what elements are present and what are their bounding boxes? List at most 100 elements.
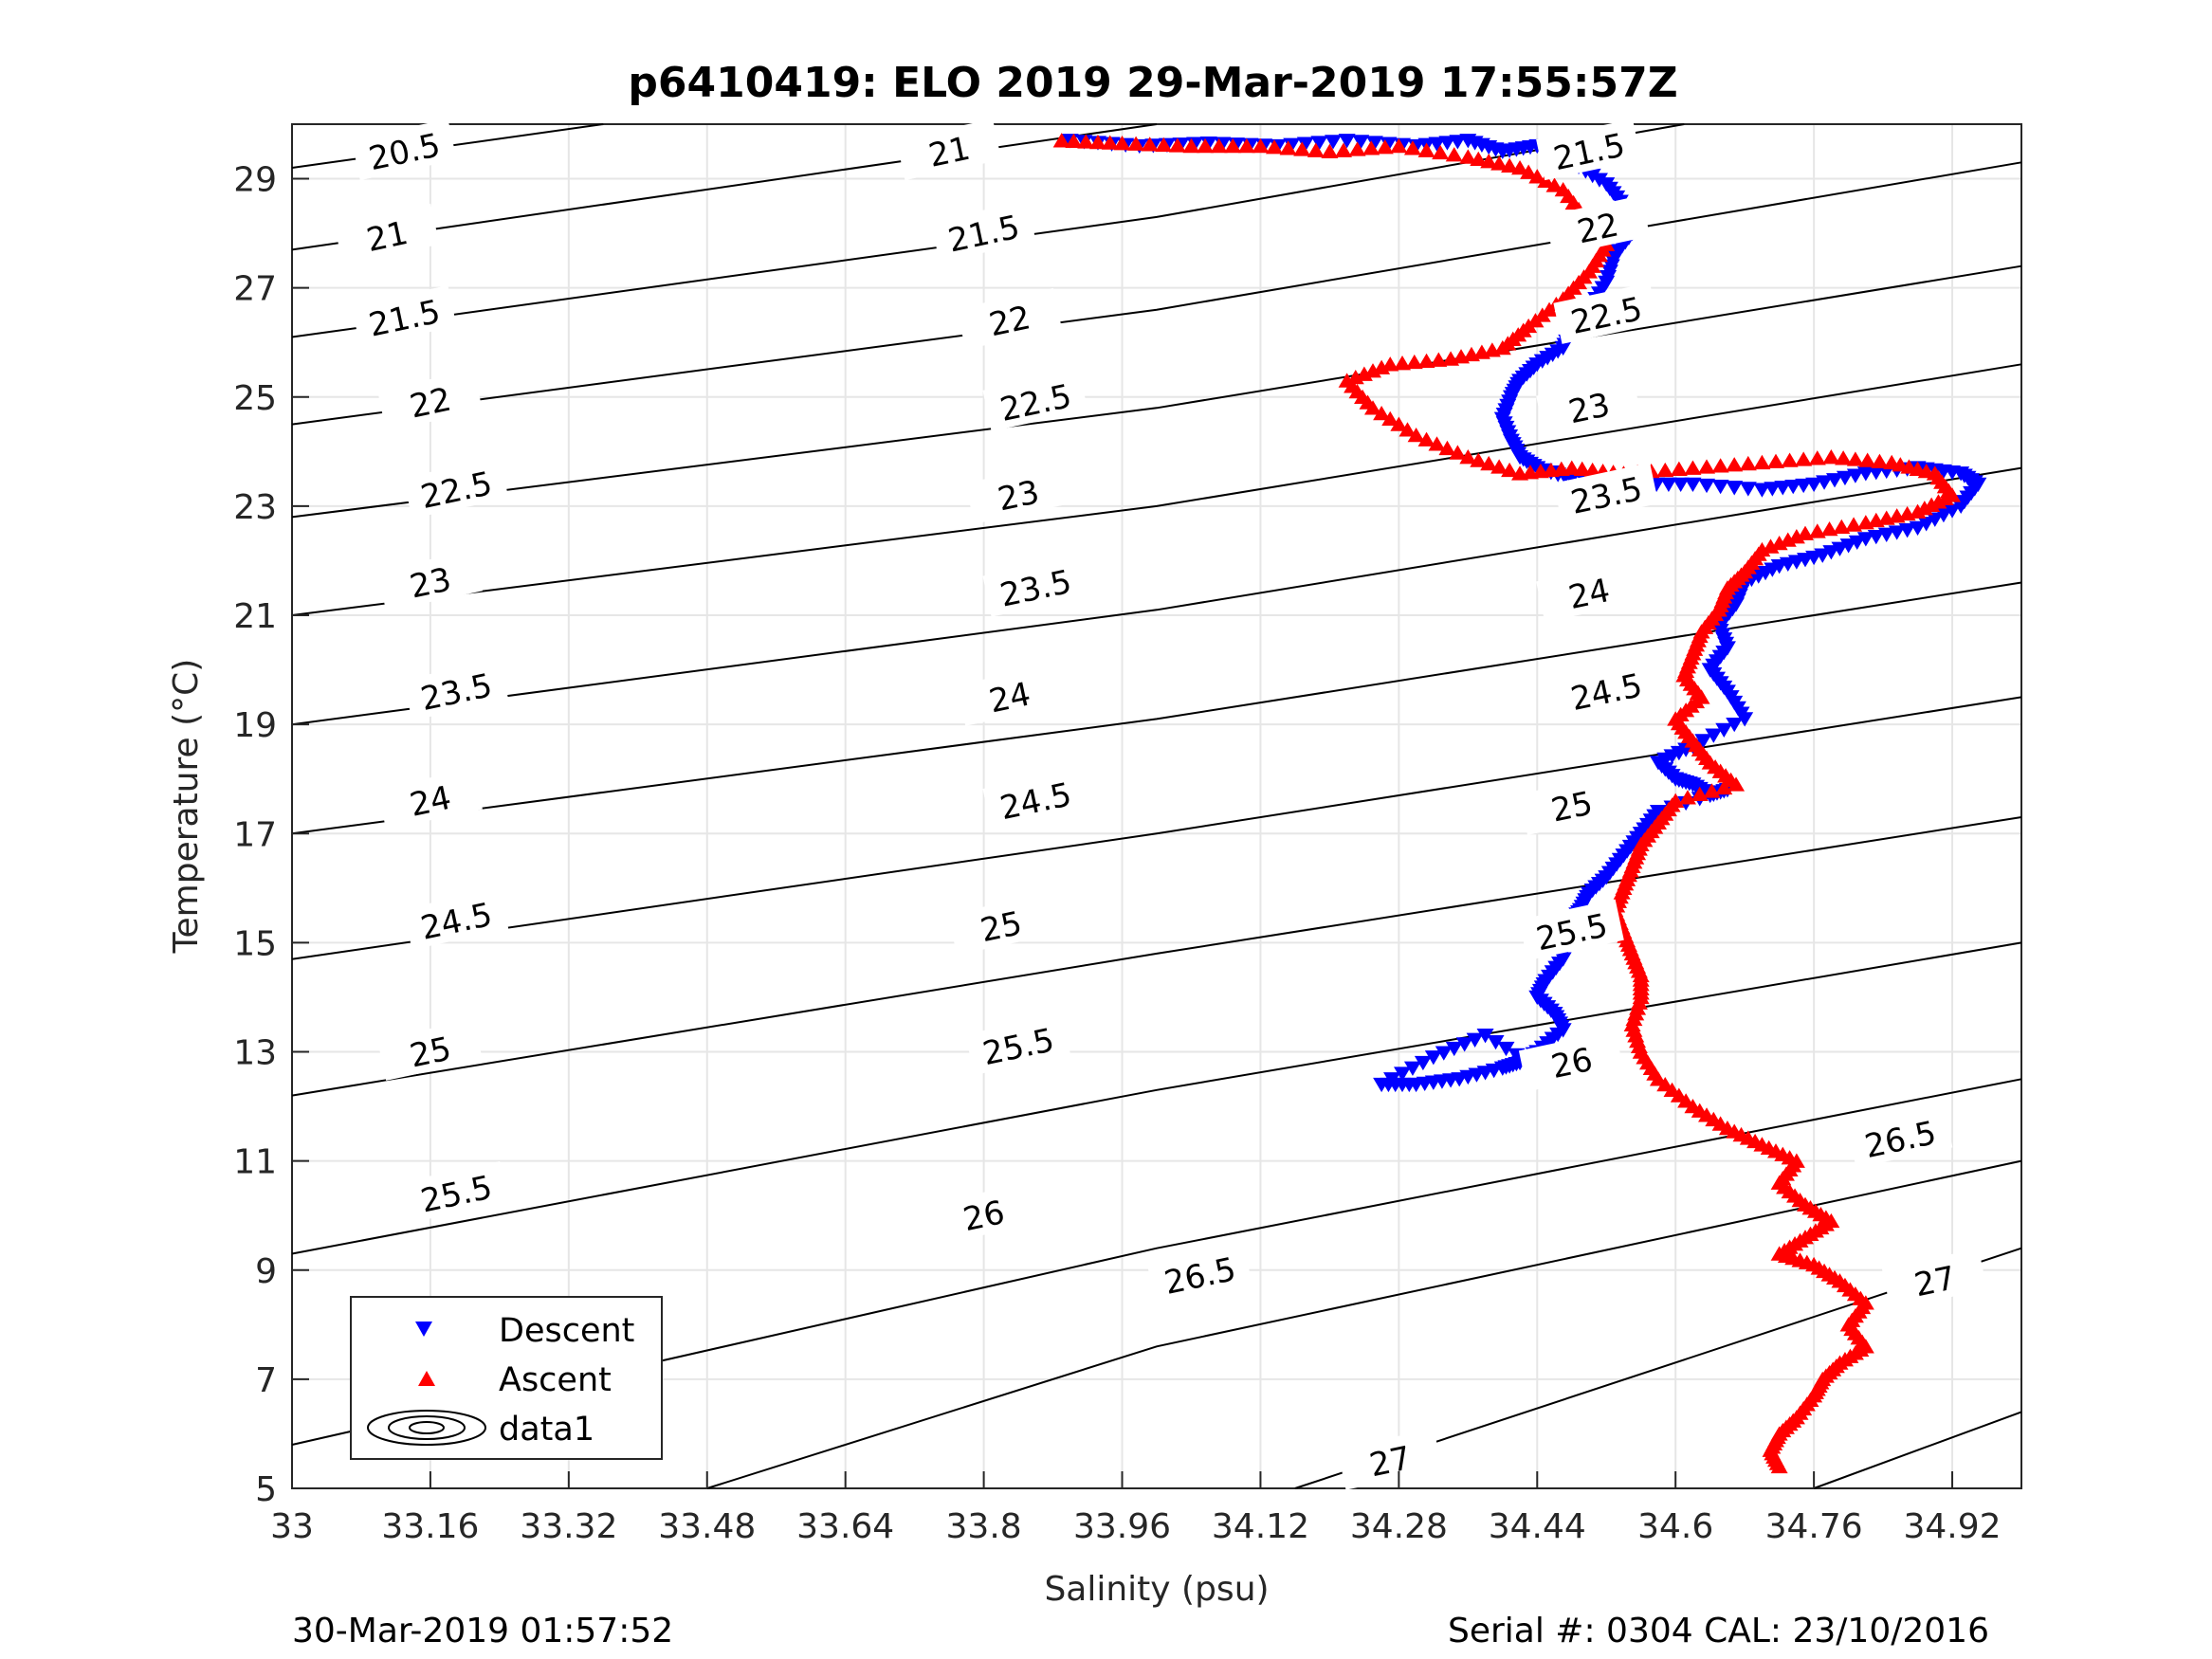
ascent-point (1691, 786, 1709, 802)
ascent-point (1065, 133, 1083, 149)
ascent-point (1376, 139, 1394, 155)
descent-point (1352, 135, 1370, 150)
legend-descent-label: Descent (499, 1312, 634, 1350)
descent-point (1325, 135, 1343, 150)
ascent-point (1101, 135, 1119, 150)
ascent-point (1279, 140, 1297, 155)
ascent-point (1808, 450, 1826, 465)
contour-label: 24 (986, 675, 1034, 720)
contour-label: 27 (1366, 1439, 1415, 1485)
ascent-point (1364, 400, 1381, 415)
contour-label: 23 (995, 473, 1043, 519)
x-tick-label: 34.12 (1212, 1507, 1309, 1546)
descent-point (1487, 1034, 1505, 1050)
ascent-point (1390, 137, 1408, 154)
descent-point (1497, 1041, 1515, 1057)
ascent-point (1520, 164, 1538, 179)
contour-label-bg (1518, 774, 1624, 835)
contour-label: 23 (1565, 386, 1614, 431)
contour-label: 23 (407, 560, 455, 606)
serial-calibration-footer: Serial #: 0304 CAL: 23/10/2016 (1448, 1612, 1989, 1650)
descent-point (1310, 136, 1328, 151)
contour-label-bg (377, 550, 483, 611)
ascent-point (1490, 459, 1508, 474)
ascent-point (1348, 141, 1366, 156)
y-tick-label: 7 (255, 1361, 277, 1400)
contour-label-bg (1536, 560, 1642, 623)
ascent-point (1127, 136, 1145, 151)
contour-line (291, 161, 2022, 426)
ascent-point (1334, 142, 1352, 157)
ascent-point (1398, 422, 1417, 437)
descent-point (1428, 137, 1446, 152)
ascent-point (1445, 147, 1463, 162)
descent-point (1698, 478, 1716, 494)
contour-line (291, 581, 2022, 835)
contour-label-bg (377, 1019, 483, 1081)
descent-point (1926, 512, 1944, 527)
legend-descent-marker (415, 1322, 432, 1337)
contour-label-bg (947, 893, 1053, 956)
ascent-point (1909, 503, 1927, 519)
descent-point (1296, 137, 1314, 152)
contour-label: 26 (1548, 1041, 1597, 1086)
contour-label-bg (982, 768, 1088, 830)
legend-ascent-marker (418, 1371, 435, 1386)
y-tick-label: 13 (233, 1034, 277, 1073)
contour-label-bg (334, 203, 440, 265)
ascent-point (1573, 461, 1591, 476)
ascent-point (1197, 137, 1215, 154)
descent-point (1394, 1066, 1412, 1082)
contour-label: 24 (1565, 572, 1614, 617)
descent-point (1836, 470, 1854, 486)
ascent-point (1381, 410, 1399, 427)
ascent-point (1781, 452, 1799, 467)
descent-point (1705, 728, 1723, 743)
ascent-point (1266, 139, 1284, 155)
ascent-point (1438, 440, 1456, 456)
ascent-point (1867, 512, 1885, 528)
descent-point (1944, 503, 1962, 519)
x-tick-label: 33.96 (1073, 1507, 1171, 1546)
contour-label-bg (982, 555, 1088, 617)
ascent-point (1155, 137, 1173, 153)
ascent-point (1728, 776, 1746, 792)
descent-point (1805, 477, 1823, 492)
descent-point (1583, 168, 1601, 184)
contour-label: 26 (960, 1194, 1008, 1239)
contour-label: 22 (407, 380, 455, 426)
ascent-point (1833, 519, 1851, 534)
descent-point (1846, 468, 1864, 483)
descent-point (1455, 1037, 1473, 1052)
ascent-point (1432, 144, 1450, 160)
ascent-point (1252, 137, 1270, 154)
descent-point (1365, 136, 1383, 151)
descent-point (1711, 479, 1729, 495)
descent-point (1590, 173, 1608, 188)
ascent-point (1052, 133, 1070, 148)
ascent-point (1459, 149, 1477, 164)
ascent-point (1321, 143, 1339, 158)
contour-labels: 20.5212121.521.521.522222222.522.522.523… (334, 118, 1987, 1490)
contour-label-bg (957, 287, 1062, 350)
y-tick-label: 23 (233, 488, 277, 527)
contour-label-bg (1337, 1428, 1443, 1490)
ascent-point (1537, 173, 1555, 189)
ascent-point (1088, 134, 1106, 150)
ascent-point (1684, 460, 1702, 475)
ascent-point (1472, 344, 1490, 359)
y-tick-label: 11 (233, 1143, 277, 1182)
ascent-point (1453, 349, 1471, 364)
descent-point (1672, 477, 1690, 492)
ascent-point (1470, 452, 1488, 467)
contour-label-bg (1536, 375, 1642, 437)
x-tick-label: 33.8 (946, 1507, 1022, 1546)
x-tick-label: 34.44 (1489, 1507, 1586, 1546)
ascent-point (1715, 779, 1733, 795)
ascent-point (1394, 356, 1412, 371)
descent-point (1383, 1072, 1401, 1087)
ascent-point (1459, 449, 1477, 465)
descent-point (1466, 1032, 1484, 1048)
descent-point (1414, 1055, 1432, 1071)
